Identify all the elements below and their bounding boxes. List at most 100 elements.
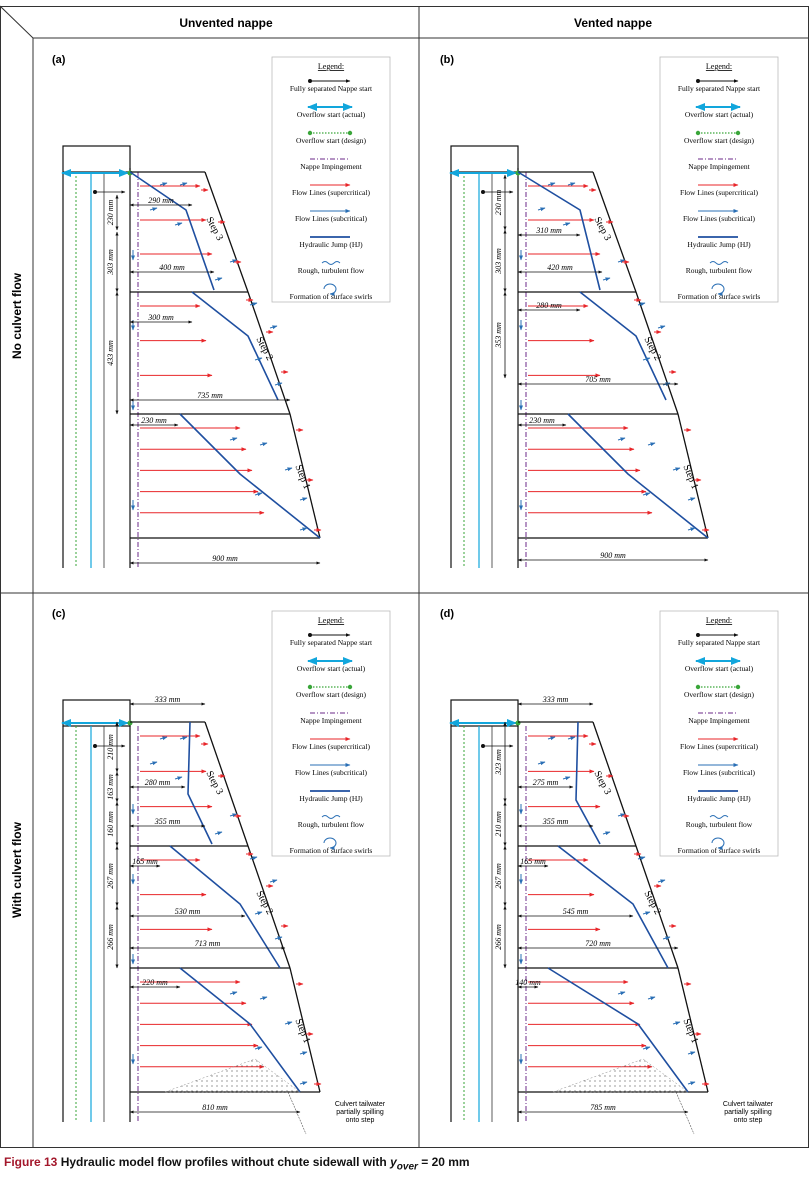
tailwater-area [164, 1058, 301, 1093]
hydraulic-jump [179, 413, 321, 539]
legend-item-label: Overflow start (actual) [685, 664, 754, 673]
subcritical-flow-tick [687, 1051, 696, 1056]
legend: Legend: Fully separated Nappe start Overfl… [659, 610, 779, 857]
tailwater-area [552, 1058, 689, 1093]
subcritical-flow-tick [642, 492, 651, 497]
tailwater-note: Culvert tailwater [335, 1101, 386, 1108]
step-label: Step 3 [591, 769, 613, 796]
legend-item-label: Flow Lines (supercritical) [680, 188, 758, 197]
panel-label: (d) [440, 608, 454, 620]
legend: Legend: Fully separated Nappe start Overfl… [659, 56, 779, 303]
note-leader [287, 1091, 307, 1135]
subcritical-flow-tick [637, 302, 646, 307]
header-unvented: Unvented nappe [179, 16, 273, 30]
legend-item-label: Rough, turbulent flow [686, 266, 753, 275]
legend-item-label: Overflow start (design) [296, 690, 366, 699]
tailwater-note: onto step [346, 1117, 375, 1124]
horizontal-dimension-label: 333 mm [542, 695, 569, 704]
subcritical-flow-tick [249, 302, 258, 307]
vertical-dimension-label: 160 mm [106, 811, 115, 837]
subcritical-flow-tick [259, 996, 268, 1001]
tailwater-note: Culvert tailwater [723, 1101, 774, 1108]
legend-item-label: Flow Lines (subcritical) [295, 214, 368, 223]
caption-label: Figure 13 [4, 1155, 58, 1169]
horizontal-dimension-label: 810 mm [202, 1103, 228, 1112]
design-start-dot [515, 720, 521, 726]
legend-symbol [695, 684, 701, 690]
legend-item-label: Fully separated Nappe start [678, 84, 761, 93]
panel-label: (c) [52, 608, 66, 620]
legend-symbol [711, 283, 725, 296]
panel-label: (b) [440, 54, 454, 66]
horizontal-dimension-label: 165 mm [520, 857, 546, 866]
legend-item-label: Rough, turbulent flow [298, 820, 365, 829]
subcritical-flow-tick [179, 736, 188, 741]
legend-item-label: Overflow start (design) [296, 136, 366, 145]
subcritical-flow-tick [269, 325, 278, 330]
subcritical-flow-tick [662, 936, 671, 941]
step-face [247, 291, 291, 415]
subcritical-flow-tick [672, 1021, 681, 1026]
subcritical-flow-tick [537, 207, 546, 212]
horizontal-dimension-label: 165 mm [132, 857, 158, 866]
caption-text: Hydraulic model flow profiles without ch… [60, 1155, 387, 1169]
horizontal-dimension-label: 290 mm [148, 196, 174, 205]
subcritical-flow-tick [637, 856, 646, 861]
subcritical-flow-tick [274, 936, 283, 941]
subcritical-flow-tick [617, 991, 626, 996]
step-label: Step 1 [680, 463, 700, 491]
subcritical-flow-tick [254, 911, 263, 916]
tailwater-note: partially spilling [336, 1109, 384, 1116]
subcritical-flow-tick [284, 1021, 293, 1026]
row-label-no-culvert: No culvert flow [10, 272, 24, 359]
vertical-dimension-label: 353 mm [494, 322, 503, 349]
legend-item-label: Hydraulic Jump (HJ) [687, 794, 751, 803]
step-label: Step 2 [253, 335, 275, 362]
legend-symbol [323, 837, 337, 850]
vertical-dimension-label: 210 mm [494, 811, 503, 837]
subcritical-flow-tick [642, 911, 651, 916]
legend-item-label: Overflow start (actual) [685, 110, 754, 119]
subcritical-flow-tick [602, 831, 611, 836]
horizontal-dimension-label: 280 mm [536, 301, 562, 310]
step-face [677, 413, 709, 539]
legend-symbol [696, 633, 700, 637]
subcritical-flow-tick [229, 991, 238, 996]
horizontal-dimension-label: 300 mm [147, 313, 174, 322]
vertical-dimension-label: 163 mm [106, 774, 115, 800]
subcritical-flow-tick [672, 467, 681, 472]
vertical-dimension-label: 267 mm [494, 863, 503, 889]
subcritical-flow-tick [159, 736, 168, 741]
subcritical-flow-tick [149, 207, 158, 212]
legend-item-label: Hydraulic Jump (HJ) [299, 240, 363, 249]
subcritical-flow-tick [537, 761, 546, 766]
step-face [677, 967, 709, 1093]
legend-symbol [709, 815, 729, 819]
nappe-start-dot [481, 744, 485, 748]
legend-item-label: Rough, turbulent flow [686, 820, 753, 829]
horizontal-dimension-label: 720 mm [585, 939, 611, 948]
legend-item-label: Flow Lines (supercritical) [680, 742, 758, 751]
header-vented: Vented nappe [574, 16, 652, 30]
legend-item-label: Flow Lines (subcritical) [683, 214, 756, 223]
crest-block [62, 145, 131, 173]
vertical-dimension-label: 230 mm [106, 200, 115, 226]
figure-caption: Figure 13 Hydraulic model flow profiles … [4, 1155, 470, 1172]
step-label: Step 1 [292, 1017, 312, 1045]
legend-item-label: Nappe Impingement [688, 716, 750, 725]
hydraulic-jump [575, 721, 601, 845]
step-label: Step 3 [203, 769, 225, 796]
legend-symbol [711, 837, 725, 850]
step-face [592, 721, 637, 847]
legend-item-label: Formation of surface swirls [678, 292, 761, 301]
vertical-dimension-label: 266 mm [106, 924, 115, 950]
legend-item-label: Fully separated Nappe start [290, 638, 373, 647]
nappe-start-dot [93, 744, 97, 748]
legend-symbol [735, 130, 741, 136]
step-label: Step 1 [292, 463, 312, 491]
vertical-dimension-label: 303 mm [494, 248, 503, 275]
legend-item-label: Hydraulic Jump (HJ) [299, 794, 363, 803]
subcritical-flow-tick [254, 357, 263, 362]
step-face [289, 967, 321, 1093]
